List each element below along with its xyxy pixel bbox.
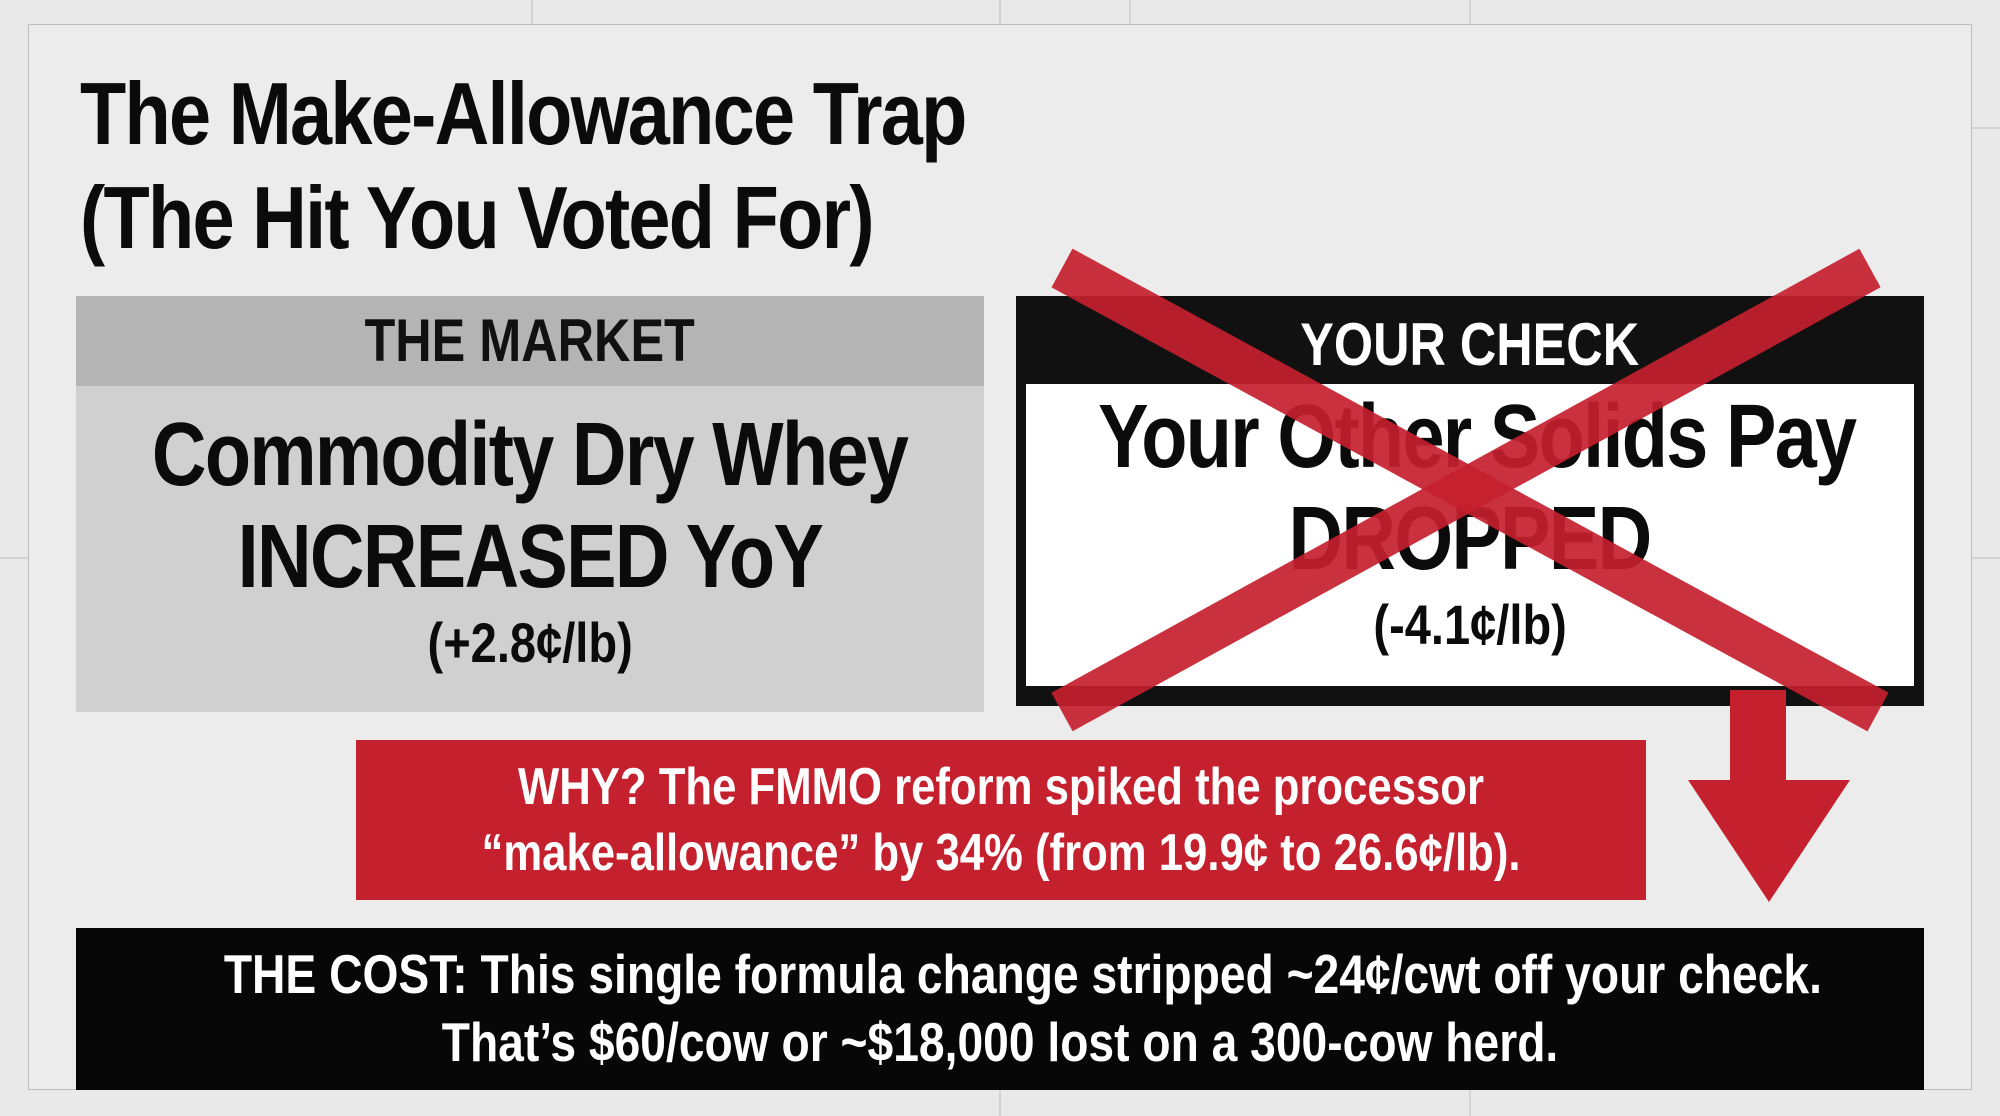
market-panel: THE MARKET Commodity Dry Whey INCREASED … <box>76 296 984 712</box>
market-line-2: INCREASED YoY <box>76 506 984 608</box>
why-callout: WHY? The FMMO reform spiked the processo… <box>356 740 1646 900</box>
check-line-1-text: Your Other Solids Pay <box>1098 387 1857 487</box>
check-body: Your Other Solids Pay DROPPED (-4.1¢/lb) <box>1026 384 1914 686</box>
market-line-1-text: Commodity Dry Whey <box>152 405 909 505</box>
check-header: YOUR CHECK <box>1026 306 1914 384</box>
market-value-text: (+2.8¢/lb) <box>427 611 633 674</box>
cost-line-1: THE COST: This single formula change str… <box>76 940 1924 1008</box>
check-line-2-text: DROPPED <box>1288 489 1653 589</box>
title-line-2: (The Hit You Voted For) <box>80 168 875 267</box>
cost-line-2-text: That’s $60/cow or ~$18,000 lost on a 300… <box>441 1011 1559 1073</box>
why-line-1-text: WHY? The FMMO reform spiked the processo… <box>518 758 1484 816</box>
market-line-1: Commodity Dry Whey <box>76 404 984 506</box>
check-value-text: (-4.1¢/lb) <box>1373 593 1567 656</box>
cost-line-1-text: THE COST: This single formula change str… <box>223 943 1822 1005</box>
market-line-2-text: INCREASED YoY <box>237 507 824 607</box>
cost-callout: THE COST: This single formula change str… <box>76 928 1924 1090</box>
market-value: (+2.8¢/lb) <box>76 608 984 678</box>
market-header: THE MARKET <box>76 296 984 386</box>
why-line-2-text: “make-allowance” by 34% (from 19.9¢ to 2… <box>481 824 1521 882</box>
market-body: Commodity Dry Whey INCREASED YoY (+2.8¢/… <box>76 386 984 678</box>
cost-line-2: That’s $60/cow or ~$18,000 lost on a 300… <box>76 1008 1924 1076</box>
check-value: (-4.1¢/lb) <box>1026 590 1914 660</box>
page-title: The Make-Allowance Trap (The Hit You Vot… <box>80 62 967 270</box>
title-line-1: The Make-Allowance Trap <box>80 64 967 163</box>
check-panel: YOUR CHECK Your Other Solids Pay DROPPED… <box>1016 296 1924 706</box>
why-line-1: WHY? The FMMO reform spiked the processo… <box>356 754 1646 820</box>
market-header-text: THE MARKET <box>364 307 696 374</box>
check-line-1: Your Other Solids Pay <box>1026 386 1914 488</box>
check-line-2: DROPPED <box>1026 488 1914 590</box>
why-line-2: “make-allowance” by 34% (from 19.9¢ to 2… <box>356 820 1646 886</box>
check-header-text: YOUR CHECK <box>1300 311 1640 378</box>
